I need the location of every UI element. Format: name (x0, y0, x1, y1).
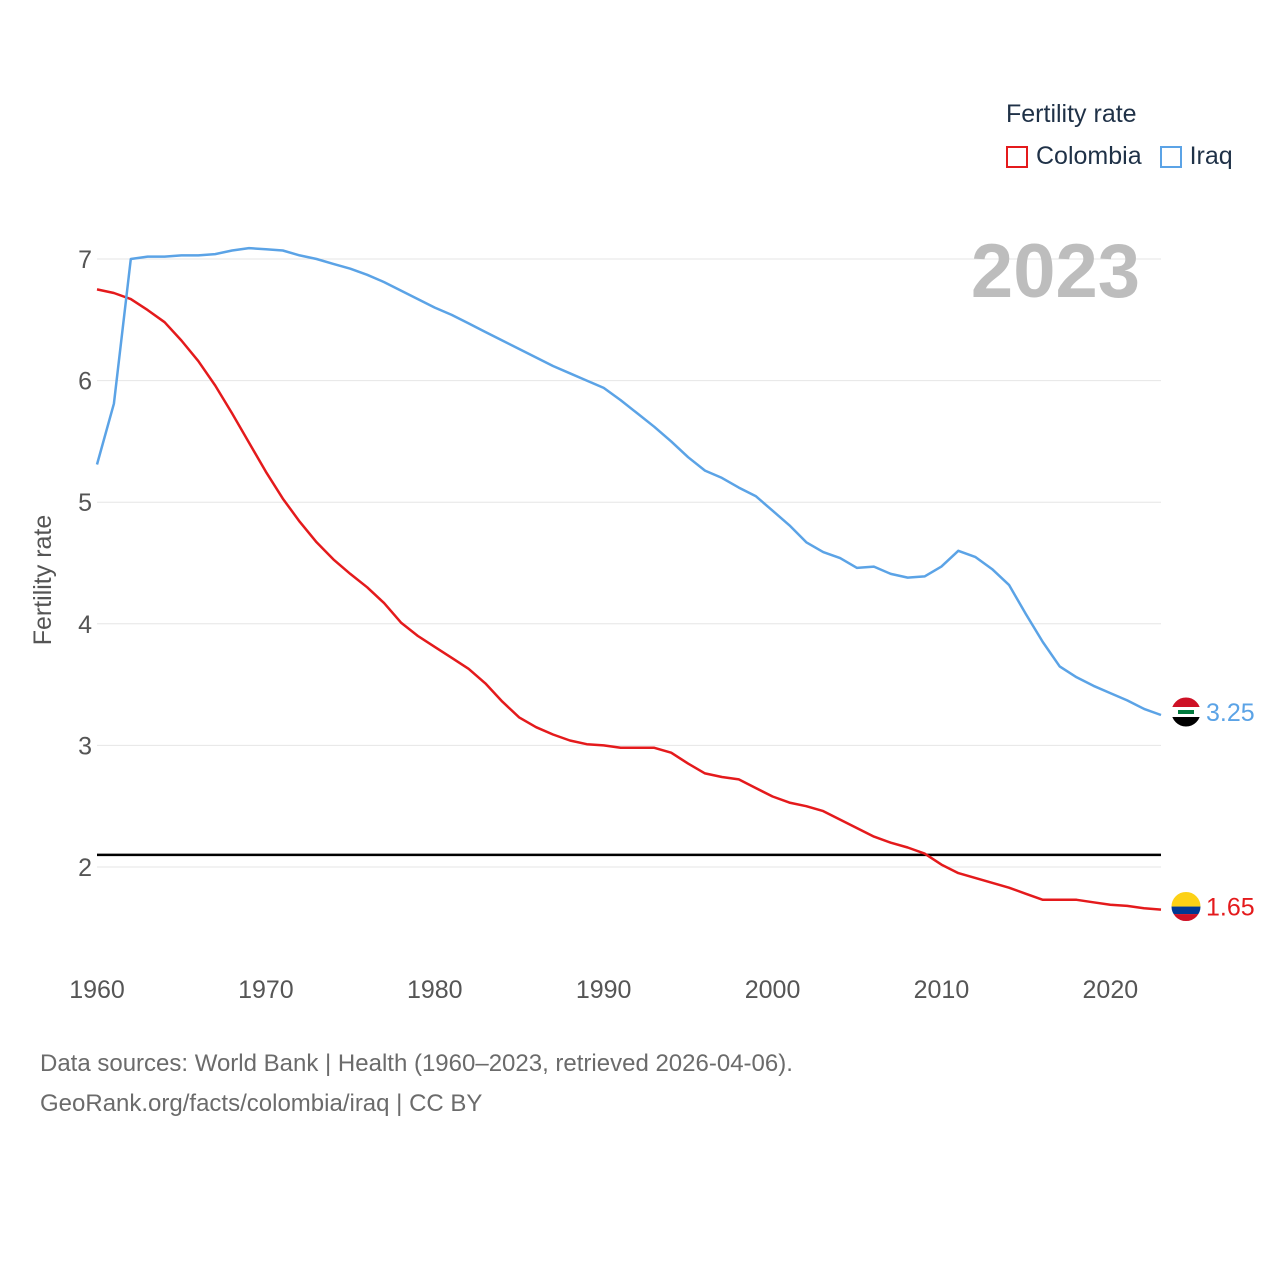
end-value-iraq: 3.25 (1206, 699, 1255, 727)
series-lines (95, 246, 1162, 911)
legend-label-colombia: Colombia (1036, 142, 1142, 170)
x-tick-label: 1980 (407, 976, 463, 1004)
end-value-colombia: 1.65 (1206, 894, 1255, 922)
legend-swatch-iraq (1159, 145, 1182, 168)
x-axis-ticks: 1960 1970 1980 1990 2000 2010 2020 (69, 976, 1138, 1004)
y-tick-label: 2 (78, 854, 92, 882)
attribution-line[interactable]: GeoRank.org/facts/colombia/iraq | CC BY (40, 1090, 483, 1117)
grid-lines (97, 258, 1161, 868)
source-line: Data sources: World Bank | Health (1960–… (40, 1050, 793, 1077)
iraq-flag (1170, 696, 1202, 728)
series-line-colombia (96, 288, 1162, 911)
current-year-label: 2023 (970, 229, 1140, 314)
y-tick-label: 6 (78, 368, 92, 396)
end-labels: 1.65 3.25 (1170, 696, 1255, 923)
y-tick-label: 3 (78, 732, 92, 760)
x-tick-label: 1990 (576, 976, 632, 1004)
legend-label-iraq: Iraq (1189, 142, 1233, 170)
x-tick-label: 2000 (745, 976, 801, 1004)
x-tick-label: 2020 (1083, 976, 1139, 1004)
y-tick-label: 7 (78, 246, 92, 274)
legend-title: Fertility rate (1006, 100, 1137, 128)
y-axis-ticks: 2 3 4 5 6 7 (78, 246, 92, 882)
x-tick-label: 2010 (914, 976, 970, 1004)
legend: Colombia Iraq (1006, 142, 1251, 171)
series-line-iraq (95, 246, 1162, 717)
y-axis-label: Fertility rate (29, 515, 57, 646)
legend-item-iraq[interactable]: Iraq (1159, 142, 1233, 171)
x-tick-label: 1970 (238, 976, 294, 1004)
y-tick-label: 5 (78, 489, 92, 517)
y-tick-label: 4 (78, 611, 92, 639)
legend-item-colombia[interactable]: Colombia (1006, 142, 1142, 171)
data-source-footer: Data sources: World Bank | Health (1960–… (40, 1044, 793, 1124)
colombia-flag (1170, 891, 1202, 923)
x-tick-label: 1960 (69, 976, 125, 1004)
legend-swatch-colombia (1006, 145, 1028, 168)
